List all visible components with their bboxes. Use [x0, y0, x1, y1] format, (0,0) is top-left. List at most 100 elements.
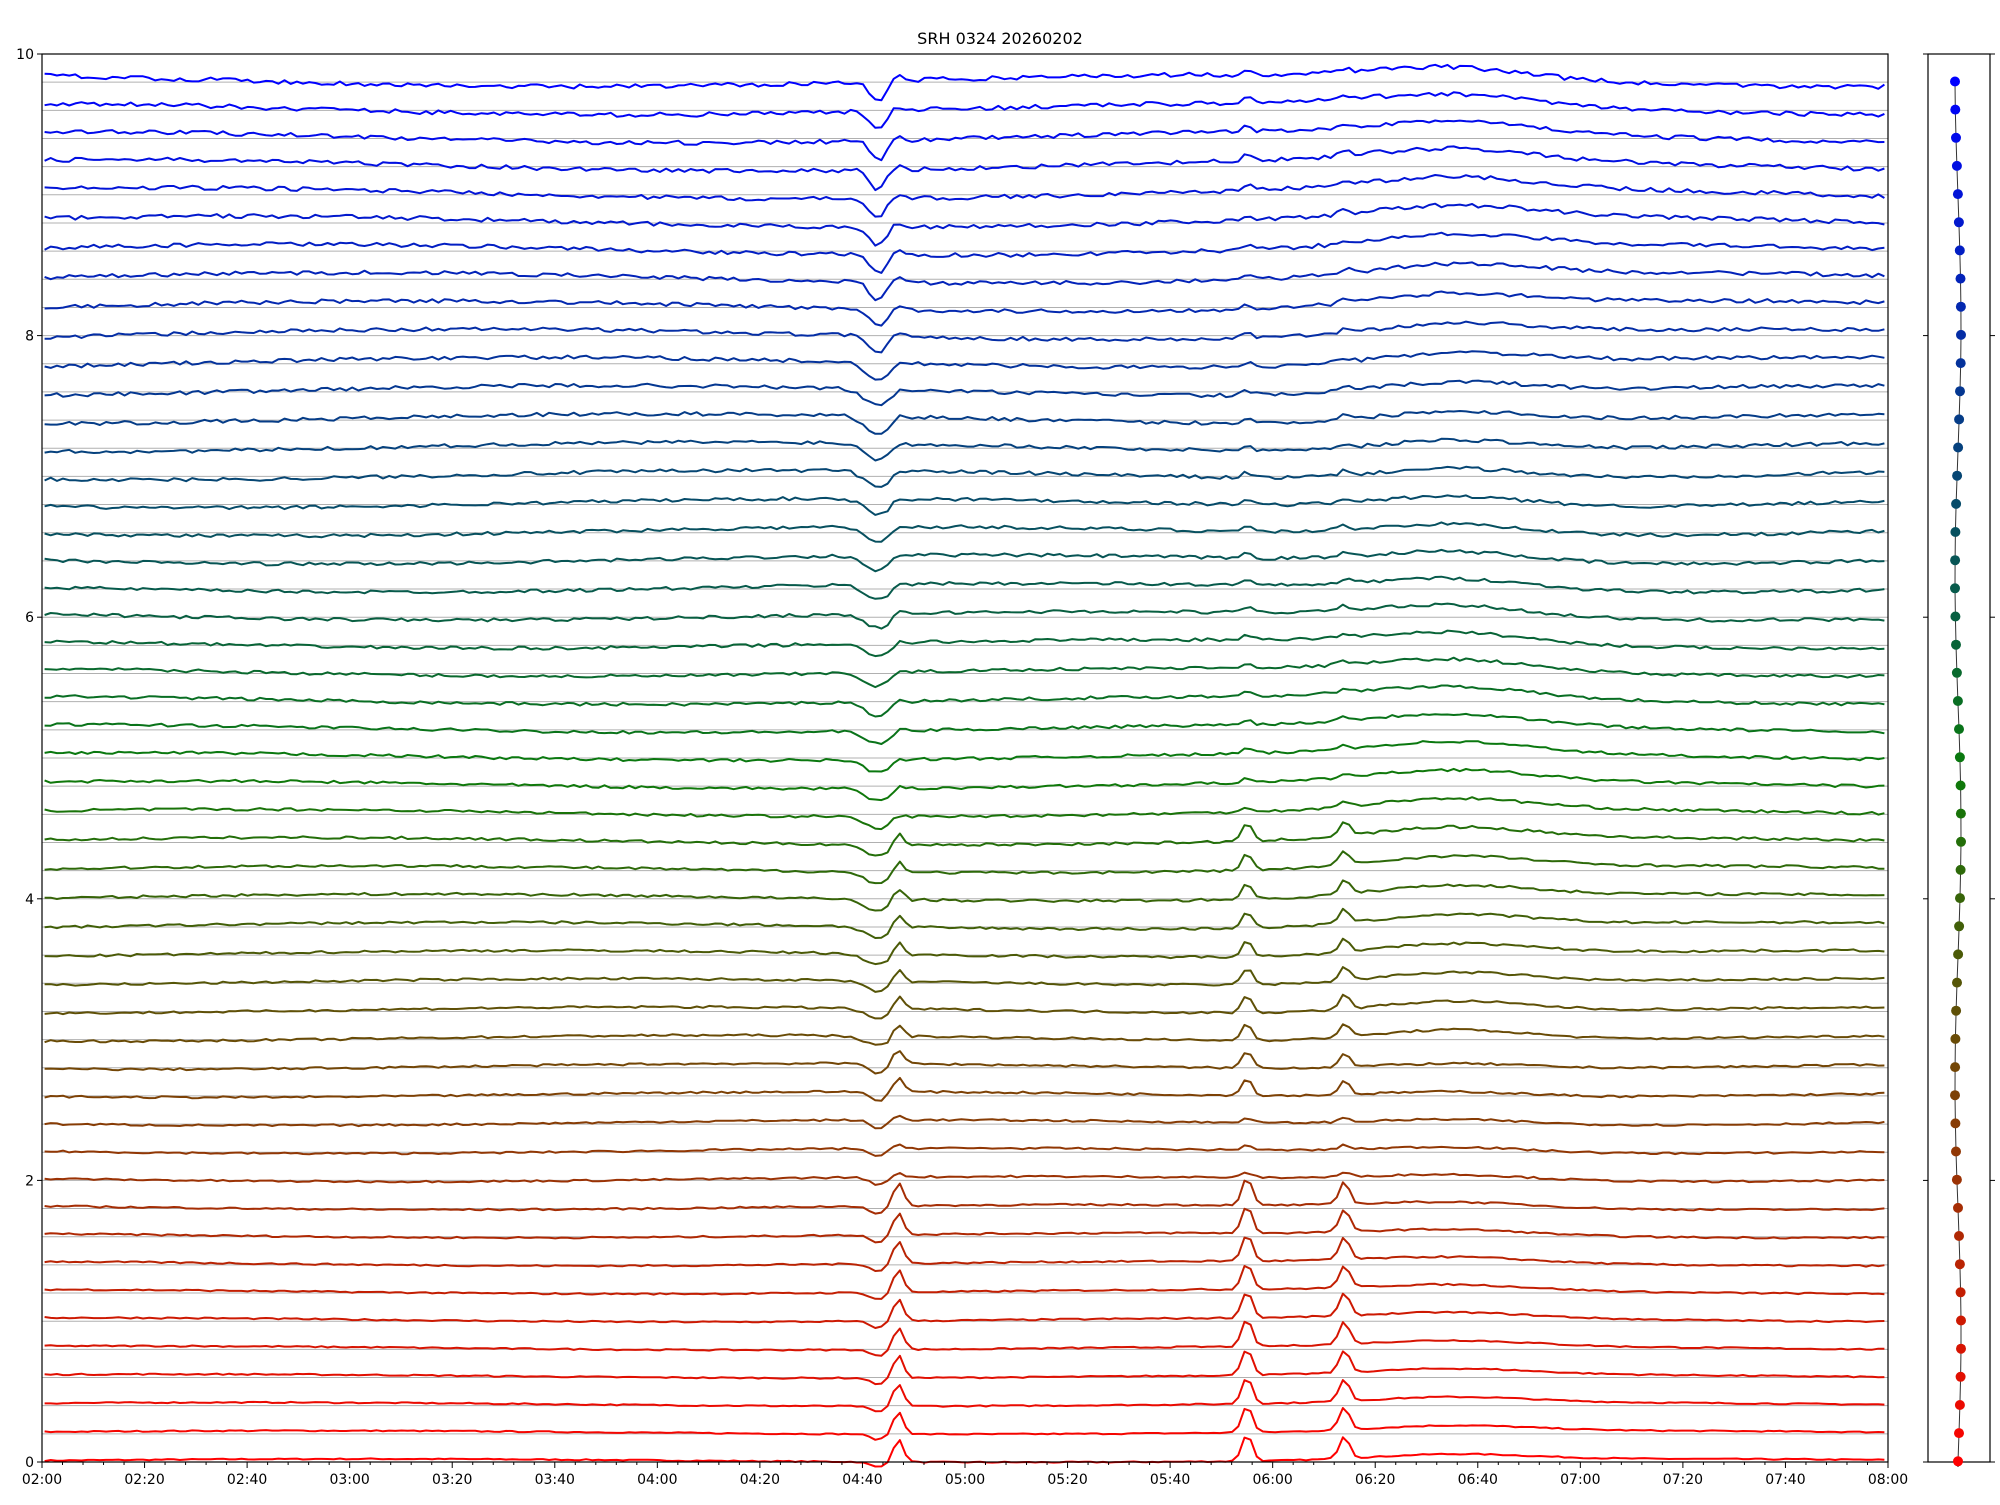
legend-dot-45 — [1952, 189, 1963, 200]
x-tick-label-0720: 07:20 — [1663, 1472, 1703, 1488]
series-line-1 — [44, 1407, 1885, 1441]
series-line-48 — [44, 91, 1885, 129]
x-tick-label-0540: 05:40 — [1150, 1472, 1190, 1488]
legend-dot-40 — [1956, 329, 1966, 340]
series-line-18 — [44, 937, 1885, 966]
legend-dot-42 — [1955, 273, 1966, 284]
series-layer — [44, 63, 1885, 1468]
legend-dot-9 — [1953, 1202, 1963, 1213]
series-line-14 — [44, 1050, 1885, 1075]
legend-dot-20 — [1955, 893, 1965, 904]
legend-dot-7 — [1954, 1259, 1965, 1270]
legend-dot-1 — [1954, 1428, 1964, 1439]
legend-dot-49 — [1950, 76, 1960, 87]
legend-dot-3 — [1955, 1371, 1966, 1382]
series-line-37 — [44, 410, 1885, 435]
series-line-13 — [44, 1076, 1885, 1102]
legend-dot-15 — [1950, 1033, 1961, 1044]
legend-dot-23 — [1955, 808, 1966, 819]
series-line-6 — [44, 1265, 1885, 1300]
legend-dot-12 — [1950, 1118, 1961, 1129]
series-line-47 — [44, 119, 1885, 162]
legend-dot-26 — [1954, 724, 1964, 735]
series-line-23 — [44, 796, 1885, 831]
series-line-41 — [44, 290, 1885, 327]
legend-dot-30 — [1950, 611, 1961, 622]
legend-dot-18 — [1953, 949, 1964, 960]
x-tick-label-0740: 07:40 — [1765, 1472, 1805, 1488]
legend-dot-22 — [1956, 836, 1966, 847]
legend-dot-44 — [1953, 217, 1964, 228]
legend-dot-46 — [1951, 160, 1962, 171]
legend-layer — [1923, 53, 1995, 1467]
legend-dot-8 — [1954, 1231, 1964, 1241]
series-line-34 — [44, 494, 1885, 516]
legend-dot-36 — [1953, 442, 1964, 453]
y-tick-label-10: 10 — [16, 47, 34, 63]
axes-layer: 0 2 4 6 8 10 02:00 02:20 02:40 03:00 03:20 03:40 04:… — [16, 47, 1908, 1488]
legend-dot-5 — [1956, 1315, 1966, 1326]
series-line-39 — [44, 350, 1885, 381]
legend-dot-35 — [1952, 470, 1963, 481]
legend-dot-29 — [1951, 639, 1961, 650]
series-line-8 — [44, 1207, 1885, 1244]
legend-dot-34 — [1951, 498, 1962, 509]
legend-dot-41 — [1955, 301, 1966, 312]
legend-dot-16 — [1951, 1005, 1962, 1016]
x-tick-label-0220: 02:20 — [124, 1472, 164, 1488]
series-line-36 — [44, 437, 1885, 462]
legend-dot-11 — [1951, 1146, 1961, 1157]
legend-dot-10 — [1951, 1174, 1962, 1185]
series-line-35 — [44, 465, 1885, 488]
series-line-32 — [44, 548, 1885, 573]
legend-dot-25 — [1954, 752, 1965, 763]
series-line-21 — [44, 850, 1885, 885]
series-line-27 — [44, 684, 1885, 718]
x-tick-label-0240: 02:40 — [227, 1472, 267, 1488]
series-line-19 — [44, 907, 1885, 939]
legend-dot-48 — [1950, 104, 1961, 115]
chart-title: SRH 0324 20260202 — [917, 29, 1083, 48]
legend-dot-2 — [1954, 1400, 1965, 1410]
legend-dot-14 — [1950, 1062, 1961, 1073]
series-line-5 — [44, 1292, 1885, 1329]
series-line-15 — [44, 1023, 1885, 1046]
series-line-2 — [44, 1379, 1885, 1413]
legend-dot-31 — [1950, 583, 1960, 594]
series-line-9 — [44, 1179, 1885, 1215]
series-line-46 — [44, 145, 1885, 192]
series-line-42 — [44, 261, 1885, 302]
series-line-20 — [44, 879, 1885, 912]
series-line-22 — [44, 821, 1885, 857]
x-tick-label-0440: 04:40 — [842, 1472, 882, 1488]
legend-dot-19 — [1954, 921, 1965, 932]
series-line-40 — [44, 320, 1885, 354]
x-tick-label-0800: 08:00 — [1868, 1472, 1908, 1488]
legend-dot-38 — [1955, 386, 1965, 397]
series-line-33 — [44, 521, 1885, 543]
legend-dot-17 — [1952, 977, 1962, 988]
legend-dot-47 — [1951, 132, 1961, 143]
x-tick-label-0300: 03:00 — [329, 1472, 369, 1488]
y-tick-label-8: 8 — [25, 329, 34, 345]
series-line-25 — [44, 740, 1885, 773]
series-line-7 — [44, 1236, 1885, 1272]
legend-dot-43 — [1954, 245, 1965, 256]
x-tick-label-0200: 02:00 — [22, 1472, 62, 1488]
series-line-29 — [44, 629, 1885, 658]
series-line-12 — [44, 1114, 1885, 1130]
series-line-45 — [44, 174, 1885, 218]
series-line-3 — [44, 1350, 1885, 1386]
y-tick-label-2: 2 — [25, 1173, 34, 1189]
y-tick-label-6: 6 — [25, 610, 34, 626]
x-tick-label-0640: 06:40 — [1458, 1472, 1498, 1488]
series-line-28 — [44, 656, 1885, 689]
series-line-31 — [44, 575, 1885, 600]
series-line-17 — [44, 966, 1885, 993]
x-tick-label-0340: 03:40 — [535, 1472, 575, 1488]
legend-dot-6 — [1955, 1287, 1966, 1298]
legend-dot-4 — [1956, 1343, 1966, 1354]
y-tick-label-4: 4 — [25, 892, 34, 908]
x-tick-label-0600: 06:00 — [1252, 1472, 1292, 1488]
